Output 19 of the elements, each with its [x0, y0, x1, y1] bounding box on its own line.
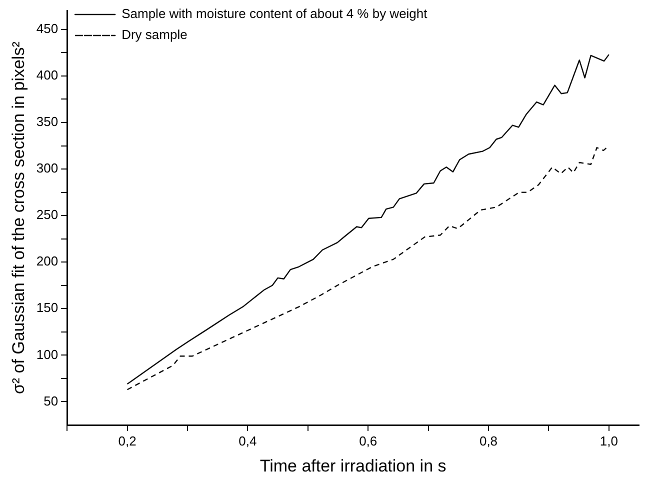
- y-tick-label: 200: [36, 254, 58, 269]
- y-tick-label: 450: [36, 20, 58, 36]
- x-tick-label: 0,2: [118, 433, 136, 448]
- x-tick-label: 0,4: [238, 433, 257, 448]
- x-tick-label: 0,8: [479, 433, 498, 448]
- x-tick-label: 1,0: [600, 433, 618, 448]
- line-series: [126, 145, 610, 390]
- legend-label: Sample with moisture content of about 4 % by weight: [122, 6, 428, 22]
- y-tick-label: 50: [44, 393, 58, 408]
- legend-label: Dry sample: [122, 27, 188, 42]
- y-tick-label: 300: [36, 160, 58, 176]
- x-tick-label: 0,6: [359, 433, 378, 448]
- y-axis-title: σ² of Gaussian fit of the cross section in pixels²: [8, 41, 28, 394]
- x-axis-title: Time after irradiation in s: [260, 456, 446, 476]
- y-tick-label: 150: [36, 300, 58, 316]
- y-tick-label: 350: [36, 114, 58, 130]
- y-tick-label: 400: [36, 68, 58, 83]
- y-tick-label: 100: [36, 346, 58, 362]
- y-tick-label: 250: [36, 207, 58, 222]
